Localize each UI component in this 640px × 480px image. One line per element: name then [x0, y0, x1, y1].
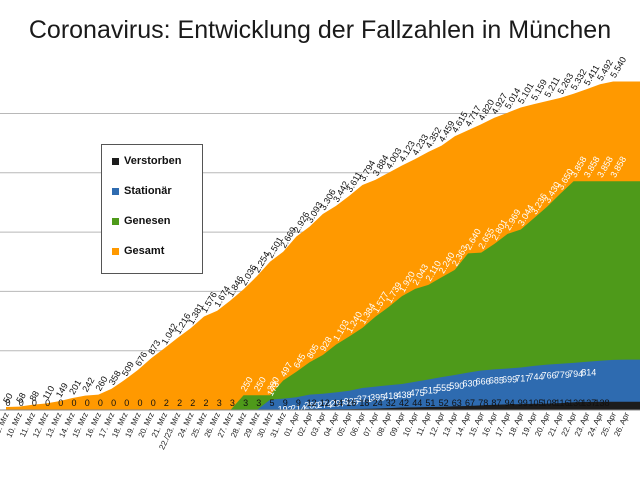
area-verstorben [6, 401, 640, 410]
data-label: 50 [1, 391, 15, 405]
data-label: 766 [542, 371, 557, 381]
legend-swatch [112, 247, 119, 255]
data-label: 130 [568, 398, 583, 408]
data-label: 58 [14, 391, 28, 405]
data-label: 9 [296, 398, 301, 408]
data-label: 630 [462, 379, 477, 389]
data-label: 44 [412, 398, 422, 408]
data-label: 395 [370, 393, 385, 403]
data-label: 0 [19, 398, 24, 408]
data-label: 52 [439, 398, 449, 408]
area-stationr [6, 359, 640, 410]
data-label: 438 [396, 390, 411, 400]
data-label: 2 [190, 398, 195, 408]
x-tick-label: 9. Mrz [0, 411, 11, 435]
data-label: 475 [410, 388, 425, 398]
data-label: 87 [491, 398, 501, 408]
legend-label: Verstorben [124, 155, 182, 167]
data-label: 0 [111, 398, 116, 408]
data-label: 16 [346, 398, 356, 408]
data-label: 274 [317, 400, 332, 410]
data-label: 0 [85, 398, 90, 408]
data-label: 88 [27, 389, 41, 403]
data-label: 94 [505, 398, 515, 408]
legend-swatch [112, 217, 119, 225]
data-label: 814 [581, 368, 596, 378]
data-label: 3 [243, 398, 248, 408]
data-label: 717 [515, 373, 530, 383]
data-label: 590 [449, 381, 464, 391]
data-label: 214 [291, 403, 306, 413]
data-label: 2 [203, 398, 208, 408]
data-label: 3 [230, 398, 235, 408]
chart-title: Coronavirus: Entwicklung der Fallzahlen … [28, 16, 612, 44]
data-label: 42 [399, 398, 409, 408]
data-label: 67 [465, 398, 475, 408]
data-label: 2 [177, 398, 182, 408]
data-label: 18 [359, 398, 369, 408]
data-label: 779 [555, 370, 570, 380]
data-label: 0 [124, 398, 129, 408]
area-series [6, 81, 640, 410]
data-label: 744 [528, 372, 543, 382]
data-label: 555 [436, 383, 451, 393]
legend-item-genesen: Genesen [112, 213, 170, 229]
data-label: 0 [137, 398, 142, 408]
data-label: 5 [269, 398, 274, 408]
data-label: 685 [489, 375, 504, 385]
data-label: 116 [555, 398, 569, 408]
data-label: 0 [58, 398, 63, 408]
data-label: 515 [423, 385, 438, 395]
data-label: 325 [344, 397, 359, 407]
data-label: 371 [357, 394, 372, 404]
area-genesen [6, 181, 640, 410]
data-label: 699 [502, 375, 517, 385]
data-label: 12 [307, 398, 317, 408]
data-label: 78 [478, 398, 488, 408]
data-label: 108 [542, 398, 557, 408]
data-label: 418 [383, 391, 398, 401]
data-label: 0 [151, 398, 156, 408]
data-label: 9 [283, 398, 288, 408]
data-label: 297 [330, 398, 345, 408]
legend-item-gesamt: Gesamt [112, 243, 164, 259]
data-label: 260 [93, 375, 109, 393]
data-label: 105 [528, 398, 543, 408]
data-label: 32 [386, 398, 396, 408]
data-label: 0 [45, 398, 50, 408]
data-label: 242 [80, 376, 96, 394]
legend-item-stationaer: Stationär [112, 183, 172, 199]
data-label: 0 [32, 398, 37, 408]
data-label: 137 [581, 398, 596, 408]
data-label: 0 [71, 398, 76, 408]
legend-item-verstorben: Verstorben [112, 153, 181, 169]
data-label: 0 [98, 398, 103, 408]
data-label: 2 [164, 398, 169, 408]
data-label: 14 [333, 398, 343, 408]
legend-label: Stationär [124, 185, 172, 197]
data-label: 138 [594, 398, 609, 408]
data-label: 63 [452, 398, 462, 408]
legend-label: Genesen [124, 215, 171, 227]
data-label: 260 [304, 401, 319, 411]
data-label: 666 [476, 377, 491, 387]
data-label: 51 [425, 398, 435, 408]
data-label: 99 [518, 398, 528, 408]
legend: Verstorben Stationär Genesen Gesamt [101, 144, 203, 274]
data-label: 3 [217, 398, 222, 408]
data-label: 794 [568, 369, 583, 379]
legend-swatch [112, 187, 119, 195]
data-label: 12 [320, 398, 330, 408]
data-label: 3 [256, 398, 261, 408]
data-label: 24 [373, 398, 383, 408]
legend-label: Gesamt [124, 245, 165, 257]
data-label: 0 [5, 398, 10, 408]
legend-swatch [112, 157, 119, 165]
